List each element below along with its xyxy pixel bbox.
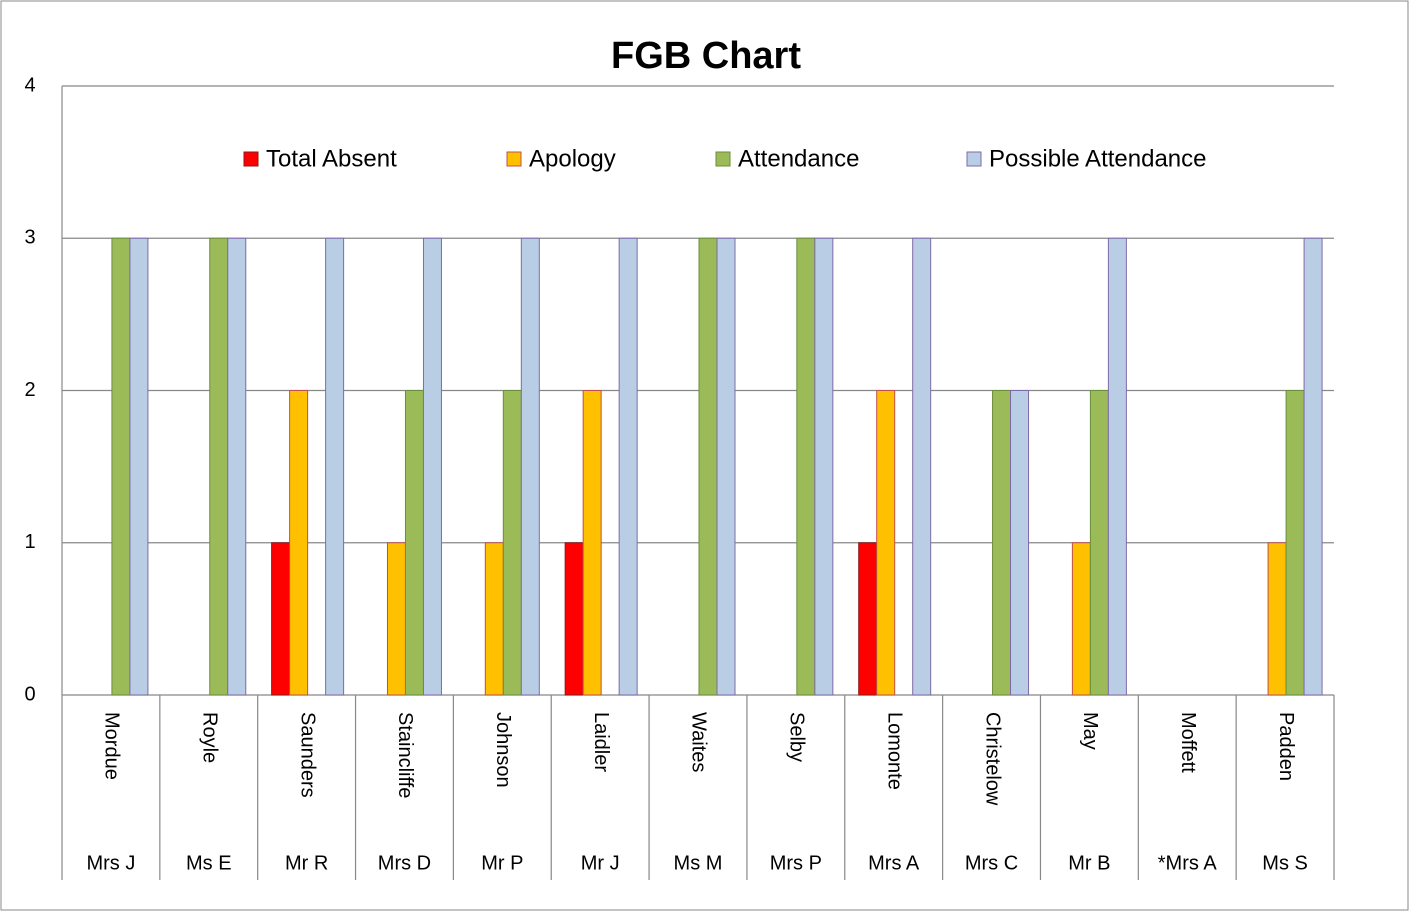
y-tick-label: 3 (24, 227, 35, 249)
bar (858, 542, 878, 696)
legend-marker (966, 151, 982, 167)
bar (582, 390, 602, 696)
x-tick-label: Saunders (296, 712, 318, 798)
bar (111, 237, 131, 696)
bar (1303, 237, 1323, 696)
x-group-label: Ms E (186, 852, 232, 874)
legend-marker (243, 151, 259, 167)
x-group-label: Mrs P (770, 852, 822, 874)
bar (484, 542, 504, 696)
x-tick-label: Waites (688, 712, 710, 772)
bar (386, 542, 406, 696)
bar (1010, 390, 1030, 696)
x-group-label: Ms S (1262, 852, 1308, 874)
bar (422, 237, 442, 696)
bar (271, 542, 291, 696)
x-group-label: Mrs D (378, 852, 431, 874)
x-group-label: Ms M (674, 852, 723, 874)
chart-title: FGB Chart (611, 35, 801, 77)
x-tick-label: Lomonte (883, 712, 905, 790)
bar (227, 237, 247, 696)
x-tick-label: Christelow (981, 712, 1003, 806)
bar (992, 390, 1012, 696)
x-group-label: Mr J (581, 852, 620, 874)
x-group-label: Mrs A (868, 852, 920, 874)
bar (520, 237, 540, 696)
legend-label: Attendance (738, 145, 859, 172)
bar (1089, 390, 1109, 696)
bar (564, 542, 584, 696)
x-group-label: Mr B (1068, 852, 1110, 874)
bar (502, 390, 522, 696)
bar (209, 237, 229, 696)
bar (289, 390, 309, 696)
bar (796, 237, 816, 696)
bar (618, 237, 638, 696)
y-tick-label: 1 (24, 531, 35, 553)
x-group-label: Mrs J (86, 852, 135, 874)
x-group-label: Mr R (285, 852, 328, 874)
x-tick-label: Johnson (492, 712, 514, 788)
y-tick-label: 2 (24, 379, 35, 401)
y-tick-label: 4 (24, 74, 35, 96)
bar (912, 237, 932, 696)
x-tick-label: Royle (198, 712, 220, 763)
legend-marker (506, 151, 522, 167)
legend-label: Apology (529, 145, 616, 172)
y-tick-label: 0 (24, 683, 35, 705)
legend-label: Total Absent (266, 145, 397, 172)
bar (1285, 390, 1305, 696)
bar (716, 237, 736, 696)
bar (876, 390, 896, 696)
bar (1107, 237, 1127, 696)
bar (404, 390, 424, 696)
x-tick-label: Mordue (101, 712, 123, 780)
x-group-label: Mrs C (965, 852, 1018, 874)
bar (698, 237, 718, 696)
x-tick-label: Selby (786, 712, 808, 762)
x-group-label: *Mrs A (1158, 852, 1218, 874)
bar (129, 237, 149, 696)
legend-marker (715, 151, 731, 167)
x-group-label: Mr P (481, 852, 523, 874)
x-tick-label: Moffett (1177, 712, 1199, 773)
x-tick-label: Staincliffe (394, 712, 416, 798)
legend-label: Possible Attendance (989, 145, 1207, 172)
bar (325, 237, 345, 696)
bar (1267, 542, 1287, 696)
bar (1071, 542, 1091, 696)
bar (814, 237, 834, 696)
x-tick-label: Laidler (590, 712, 612, 772)
x-tick-label: Padden (1275, 712, 1297, 781)
x-tick-label: May (1079, 712, 1101, 750)
